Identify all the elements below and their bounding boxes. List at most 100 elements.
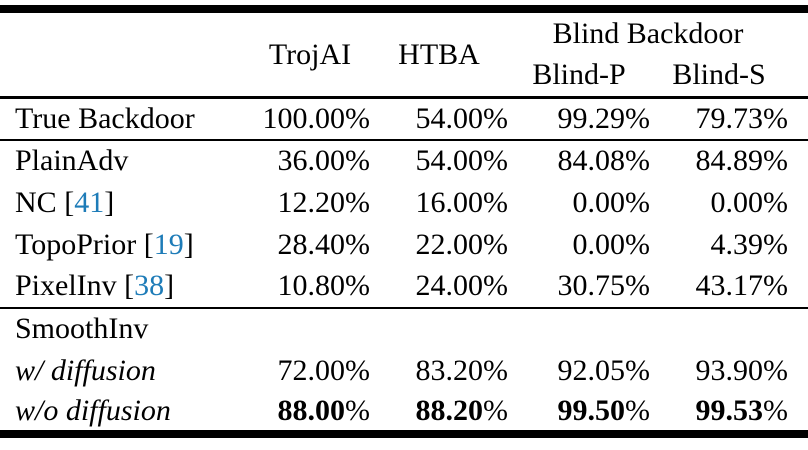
value-text: 100.00 (262, 101, 346, 135)
value-cell: 0.00% (650, 182, 808, 224)
table-row-plainadv: PlainAdv 36.00% 54.00% 84.08% 84.89% (0, 140, 808, 182)
value-text: 54.00 (415, 144, 484, 177)
percent-sign: % (345, 144, 370, 177)
percent-sign: % (625, 101, 650, 135)
row-label: w/o diffusion (0, 392, 250, 434)
value-cell: 79.73% (650, 98, 808, 140)
value-cell: 72.00% (250, 350, 371, 392)
value-text: 88.20 (415, 393, 484, 427)
value-cell: 84.08% (508, 140, 651, 182)
percent-sign: % (763, 101, 788, 135)
row-label-text: PlainAdv (15, 144, 129, 177)
value-cell: 99.53% (650, 392, 808, 434)
value-text: 22.00 (415, 227, 484, 261)
value-text: 88.00 (277, 393, 346, 427)
value-text: 43.17 (695, 269, 764, 302)
true-backdoor-section: True Backdoor 100.00% 54.00% 99.29% 79.7… (0, 98, 808, 140)
value-text: 72.00 (277, 353, 346, 387)
row-label: TopoPrior [19] (0, 224, 250, 266)
table-row-w-diffusion: w/ diffusion 72.00% 83.20% 92.05% 93.90% (0, 350, 808, 392)
percent-sign: % (625, 353, 650, 387)
value-cell: 83.20% (370, 350, 509, 392)
citation-link[interactable]: 41 (74, 185, 105, 219)
value-cell-empty (508, 308, 650, 350)
percent-sign: % (345, 227, 370, 261)
value-cell: 43.17% (650, 266, 808, 308)
row-label-text: True Backdoor (15, 101, 195, 135)
row-label: SmoothInv (0, 308, 250, 350)
value-text: 0.00 (710, 185, 764, 219)
row-label: PlainAdv (0, 140, 250, 182)
value-text: 54.00 (415, 101, 484, 135)
percent-sign: % (625, 144, 650, 177)
row-label: PixelInv [38] (0, 266, 250, 308)
value-cell: 10.80% (250, 266, 371, 308)
citation-close-bracket: ] (104, 185, 115, 219)
col-header-htba: HTBA (398, 37, 480, 71)
value-cell: 93.90% (650, 350, 808, 392)
table-row-nc: NC [41] 12.20% 16.00% 0.00% 0.00% (0, 182, 808, 224)
value-cell: 28.40% (250, 224, 371, 266)
percent-sign: % (483, 393, 508, 427)
citation-open-bracket: [ (56, 185, 75, 219)
percent-sign: % (763, 269, 788, 302)
percent-sign: % (345, 353, 370, 387)
table-row-topoprior: TopoPrior [19] 28.40% 22.00% 0.00% 4.39% (0, 224, 808, 266)
percent-sign: % (483, 185, 508, 219)
percent-sign: % (345, 101, 370, 135)
value-text: 4.39 (710, 227, 764, 261)
value-cell: 22.00% (370, 224, 509, 266)
percent-sign: % (763, 185, 788, 219)
value-text: 99.29 (557, 101, 626, 135)
value-cell: 30.75% (508, 266, 651, 308)
paper-table-region: TrojAI HTBA Blind Backdoor Blind-P Blind… (0, 5, 808, 438)
value-cell: 100.00% (250, 98, 371, 140)
value-cell: 88.00% (250, 392, 371, 434)
value-text: 99.50 (557, 393, 626, 427)
value-cell: 99.50% (508, 392, 651, 434)
row-label-text: SmoothInv (15, 312, 149, 345)
value-cell: 92.05% (508, 350, 651, 392)
value-text: 16.00 (415, 185, 484, 219)
value-cell: 0.00% (508, 182, 651, 224)
smoothinv-section: SmoothInv w/ diffusion 72.00% 83.20% 92.… (0, 308, 808, 434)
table-header: TrojAI HTBA Blind Backdoor Blind-P Blind… (0, 9, 808, 98)
value-cell-empty (370, 308, 508, 350)
citation-link[interactable]: 19 (153, 227, 184, 261)
row-label-text: PixelInv (15, 269, 117, 302)
table-row-smoothinv: SmoothInv (0, 308, 808, 350)
table-row-wo-diffusion: w/o diffusion 88.00% 88.20% 99.50% 99.53… (0, 392, 808, 434)
percent-sign: % (483, 353, 508, 387)
value-cell-empty (650, 308, 808, 350)
value-cell: 12.20% (250, 182, 371, 224)
value-text: 84.08 (557, 144, 626, 177)
citation-link[interactable]: 38 (134, 269, 165, 302)
percent-sign: % (345, 185, 370, 219)
row-label-text: TopoPrior (15, 227, 137, 261)
value-text: 28.40 (277, 227, 346, 261)
row-label-text: w/o diffusion (15, 393, 171, 427)
value-text: 24.00 (415, 269, 484, 302)
corner-cell (0, 9, 250, 98)
percent-sign: % (625, 185, 650, 219)
percent-sign: % (763, 144, 788, 177)
percent-sign: % (625, 393, 650, 427)
row-label-text: w/ diffusion (15, 353, 156, 387)
value-text: 12.20 (277, 185, 346, 219)
percent-sign: % (625, 227, 650, 261)
value-cell: 36.00% (250, 140, 371, 182)
percent-sign: % (483, 144, 508, 177)
citation-close-bracket: ] (183, 227, 194, 261)
percent-sign: % (763, 227, 788, 261)
value-cell: 0.00% (508, 224, 651, 266)
citation-close-bracket: ] (164, 269, 175, 302)
value-text: 30.75 (557, 269, 626, 302)
baselines-section: PlainAdv 36.00% 54.00% 84.08% 84.89% NC … (0, 140, 808, 308)
value-text: 84.89 (695, 144, 764, 177)
value-text: 0.00 (572, 185, 626, 219)
citation-open-bracket: [ (136, 227, 154, 261)
value-text: 0.00 (572, 227, 626, 261)
value-cell: 16.00% (370, 182, 509, 224)
col-group-header-blind-backdoor: Blind Backdoor (552, 16, 744, 50)
value-cell: 88.20% (370, 392, 509, 434)
